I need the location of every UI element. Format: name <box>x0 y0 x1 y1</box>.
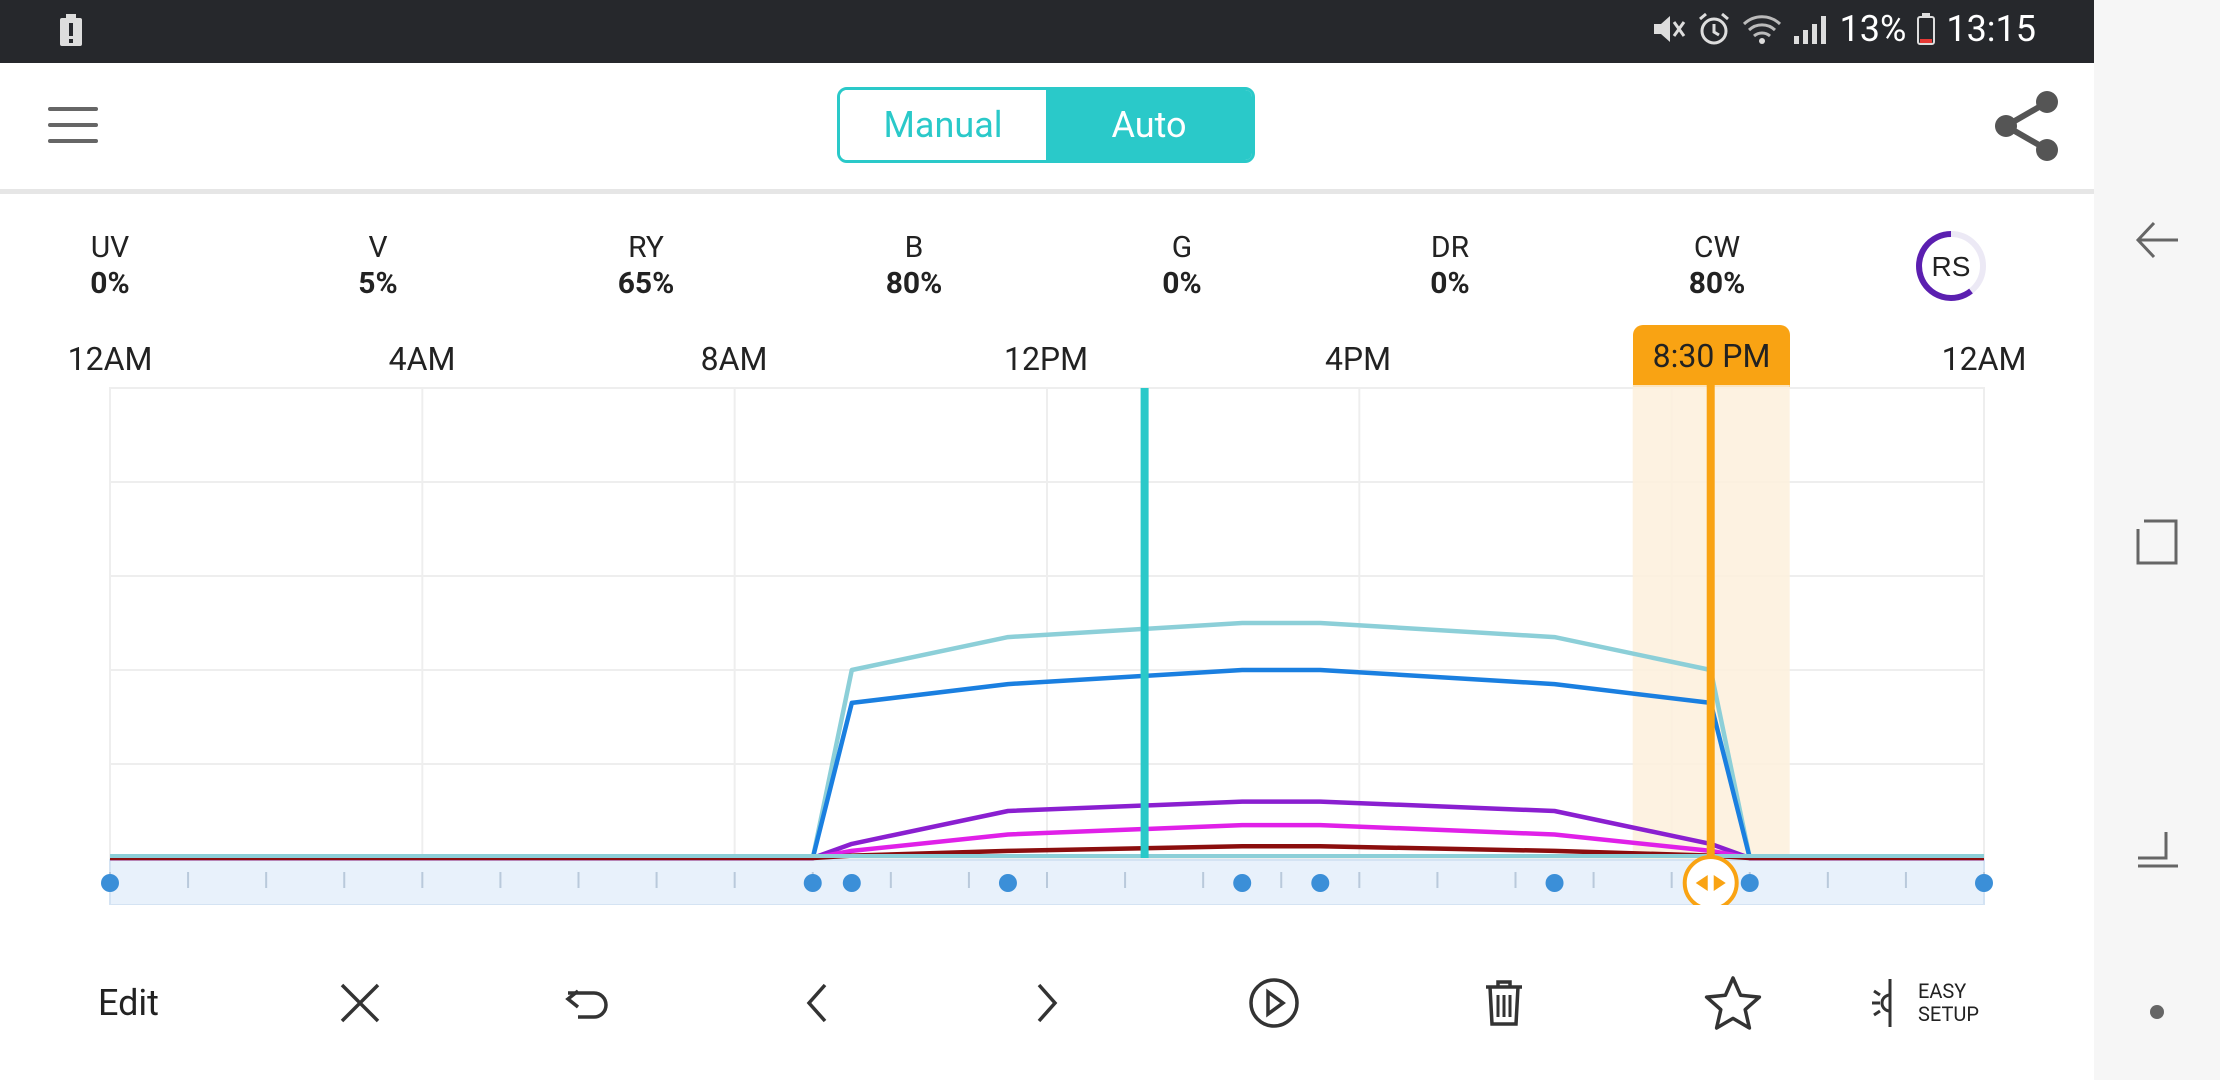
time-label: 8AM <box>700 340 768 378</box>
channel-label: CW <box>1693 230 1741 265</box>
delete-icon <box>1486 979 1522 1026</box>
battery-alert-icon <box>58 14 84 52</box>
channel-cw[interactable]: CW 80% <box>1657 230 1777 302</box>
rs-button[interactable]: RS <box>1914 229 1988 303</box>
channel-value: 80% <box>1688 266 1746 301</box>
mute-icon <box>1650 12 1686 46</box>
undo-icon <box>565 989 608 1019</box>
status-icons: 13% 13:15 <box>1650 8 2036 50</box>
channel-value: 65% <box>617 266 675 301</box>
time-label: 12AM <box>67 340 153 378</box>
control-point <box>998 874 1017 892</box>
series-line-1 <box>110 620 1984 861</box>
menu-button[interactable] <box>48 107 98 147</box>
alarm-icon <box>1696 11 1732 47</box>
control-point <box>101 874 119 892</box>
channel-label: DR <box>1430 230 1470 265</box>
battery-percent: 13% <box>1839 8 1907 50</box>
channel-g[interactable]: G 0% <box>1122 230 1242 302</box>
dot-button[interactable] <box>2094 962 2220 1062</box>
manual-mode-button[interactable]: Manual <box>840 90 1046 160</box>
home-button[interactable] <box>2094 797 2220 897</box>
mode-toggle: Manual Auto <box>837 87 1255 163</box>
auto-mode-button[interactable]: Auto <box>1046 90 1252 160</box>
time-label: 12AM <box>1941 340 2027 378</box>
channel-value: 0% <box>1430 266 1470 301</box>
channel-value: 0% <box>90 266 130 301</box>
previous-button[interactable] <box>778 955 858 1050</box>
control-point <box>1233 874 1252 892</box>
recents-button[interactable] <box>2094 492 2220 592</box>
rs-label: RS <box>1932 251 1971 282</box>
control-point <box>1545 874 1564 892</box>
status-bar: 13% 13:15 <box>0 0 2094 63</box>
signal-icon <box>1792 12 1830 46</box>
bottom-toolbar: Edit EASY SETUP <box>0 955 2094 1050</box>
previous-icon <box>806 983 827 1022</box>
play-button[interactable] <box>1234 955 1314 1050</box>
channel-value: 5% <box>358 266 398 301</box>
channel-value: 80% <box>885 266 943 301</box>
schedule-chart[interactable] <box>0 385 2094 905</box>
easy-setup-button[interactable]: EASY SETUP <box>1870 977 1979 1029</box>
home-icon <box>2138 832 2178 868</box>
easy-setup-line1: EASY <box>1918 979 1967 1003</box>
share-icon <box>1995 91 2058 161</box>
series-line-2 <box>110 667 1984 861</box>
channel-label: B <box>904 230 924 265</box>
time-label: 4AM <box>388 340 456 378</box>
close-icon <box>340 983 380 1022</box>
channel-v[interactable]: V 5% <box>318 230 438 302</box>
channel-value: 0% <box>1162 266 1202 301</box>
control-point <box>1740 874 1759 892</box>
cursor-time-tooltip: 8:30 PM <box>1633 325 1790 387</box>
cursor-drag-handle[interactable] <box>1682 855 1739 905</box>
control-point <box>1975 874 1993 892</box>
channel-label: G <box>1171 230 1193 265</box>
close-button[interactable] <box>320 955 400 1050</box>
battery-icon <box>1916 12 1936 46</box>
series-line-3 <box>110 799 1984 861</box>
play-icon <box>1249 977 1299 1028</box>
delete-button[interactable] <box>1464 955 1544 1050</box>
back-icon <box>2135 221 2178 259</box>
app-bar: Manual Auto <box>0 63 2094 194</box>
undo-button[interactable] <box>548 955 628 1050</box>
share-button[interactable] <box>1992 91 2062 161</box>
navigation-bar <box>2094 0 2220 1080</box>
favorite-button[interactable] <box>1693 955 1773 1050</box>
channel-dr[interactable]: DR 0% <box>1390 230 1510 302</box>
channel-label: V <box>368 230 388 265</box>
channel-readouts: UV 0% V 5% RY 65% B 80% G 0% DR 0% CW 80% <box>0 230 2094 310</box>
control-point <box>1311 874 1330 892</box>
next-button[interactable] <box>1006 955 1086 1050</box>
time-label: 12PM <box>1003 340 1089 378</box>
back-button[interactable] <box>2094 190 2220 290</box>
edit-button[interactable]: Edit <box>98 981 159 1024</box>
channel-label: UV <box>90 230 130 265</box>
favorite-icon <box>1704 975 1762 1030</box>
app-screen: 13% 13:15 Manual Auto UV 0% V 5% RY 65% B <box>0 0 2094 1050</box>
handle-right-arrow-icon <box>1713 875 1726 891</box>
dot-icon <box>2150 1005 2164 1019</box>
handle-left-arrow-icon <box>1695 875 1708 891</box>
recents-icon <box>2136 519 2178 565</box>
time-label: 4PM <box>1324 340 1392 378</box>
easy-setup-line2: SETUP <box>1918 1002 1979 1026</box>
control-point <box>803 874 822 892</box>
easy-setup-icon <box>1872 979 1892 1027</box>
next-icon <box>1037 983 1058 1022</box>
control-point <box>842 874 861 892</box>
channel-b[interactable]: B 80% <box>854 230 974 302</box>
channel-label: RY <box>628 230 664 265</box>
channel-ry[interactable]: RY 65% <box>586 230 706 302</box>
clock: 13:15 <box>1946 8 2036 50</box>
channel-uv[interactable]: UV 0% <box>50 230 170 302</box>
wifi-icon <box>1742 12 1782 46</box>
